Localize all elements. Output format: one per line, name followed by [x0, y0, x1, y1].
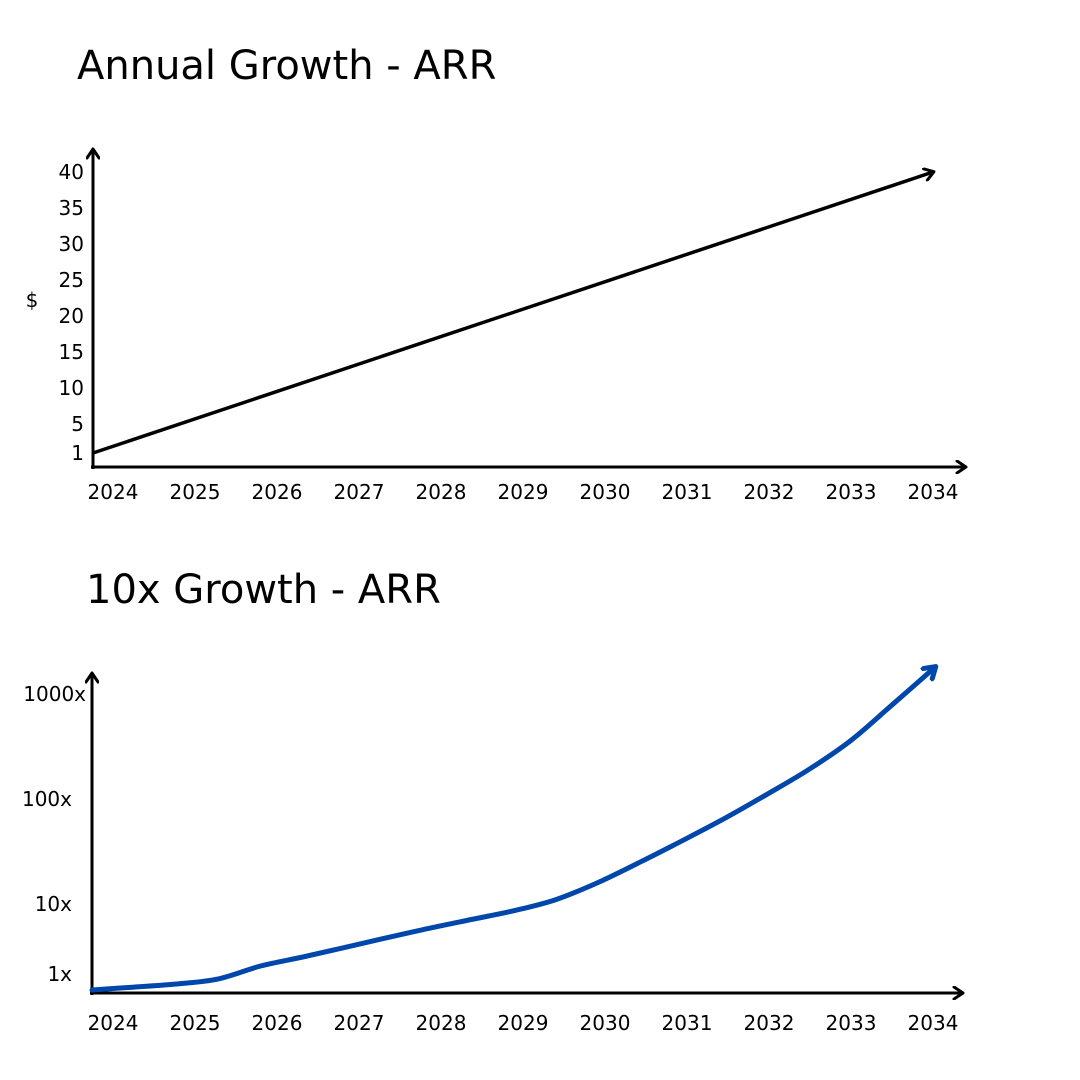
- chart1-series-line: [92, 172, 933, 455]
- chart2-area: 2024 2025 2026 2027 2028 2029 2030 2031 2032 2033…: [22, 667, 962, 1035]
- chart1-y-tick-label: 30: [59, 232, 84, 256]
- chart1-x-tick-label: 2024: [88, 480, 139, 504]
- chart1-y-tick-label: 35: [59, 196, 84, 220]
- chart1-y-axis-label: $: [26, 288, 39, 312]
- chart2-x-tick-label: 2024: [88, 1011, 139, 1035]
- chart2-x-tick-label: 2026: [252, 1011, 303, 1035]
- chart2-x-tick-label: 2029: [498, 1011, 549, 1035]
- chart1-x-tick-label: 2026: [252, 480, 303, 504]
- chart1-y-tick-label: 15: [59, 340, 84, 364]
- chart1-x-tick-label: 2030: [580, 480, 631, 504]
- chart1-x-tick-label: 2033: [826, 480, 877, 504]
- chart1-x-tick-label: 2032: [744, 480, 795, 504]
- chart1-x-tick-label: 2029: [498, 480, 549, 504]
- chart1-y-tick-label: 5: [71, 412, 84, 436]
- chart1-y-tick-label: 1: [71, 441, 84, 465]
- chart1-y-tick-label: 40: [59, 160, 84, 184]
- chart2-x-tick-label: 2033: [826, 1011, 877, 1035]
- chart2-y-tick-label: 100x: [22, 787, 72, 811]
- chart2-y-tick-label: 1x: [47, 962, 72, 986]
- chart1-y-tick-label: 20: [59, 304, 84, 328]
- chart1-y-tick-label: 25: [59, 268, 84, 292]
- chart2-x-tick-label: 2027: [334, 1011, 385, 1035]
- chart1-title: Annual Growth - ARR: [77, 43, 497, 89]
- chart1-area: 2024 2025 2026 2027 2028 2029 2030 2031 2032 2033…: [26, 150, 965, 504]
- chart2-x-tick-label: 2025: [170, 1011, 221, 1035]
- chart1-x-tick-label: 2034: [908, 480, 959, 504]
- chart1-x-tick-label: 2028: [416, 480, 467, 504]
- chart2-x-tick-label: 2034: [908, 1011, 959, 1035]
- chart2-x-tick-label: 2031: [662, 1011, 713, 1035]
- chart2-y-tick-label: 1000x: [23, 682, 86, 706]
- chart1-x-tick-label: 2025: [170, 480, 221, 504]
- chart2-series-line: [89, 667, 935, 993]
- chart2-title: 10x Growth - ARR: [86, 567, 441, 613]
- chart2-x-tick-label: 2028: [416, 1011, 467, 1035]
- chart2-x-tick-label: 2032: [744, 1011, 795, 1035]
- chart1-y-tick-label: 10: [59, 376, 84, 400]
- chart2-y-tick-label: 10x: [35, 892, 72, 916]
- chart1-x-tick-label: 2027: [334, 480, 385, 504]
- chart1-x-tick-label: 2031: [662, 480, 713, 504]
- chart2-x-tick-label: 2030: [580, 1011, 631, 1035]
